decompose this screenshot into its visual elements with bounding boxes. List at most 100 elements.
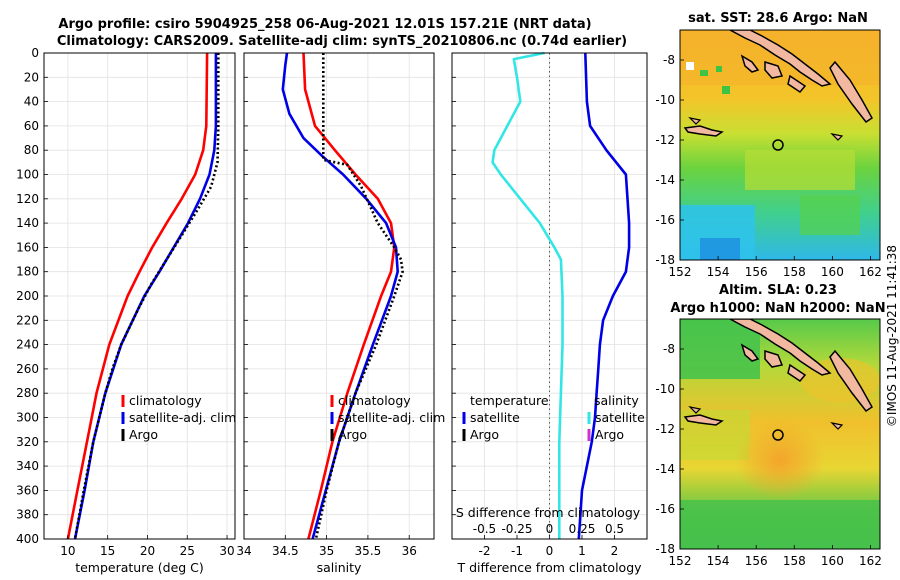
map2-title-line2: Argo h1000: NaN h2000: NaN [670,301,885,316]
legend-s-argo: Argo [595,427,624,442]
x-tick-label: 0 [546,544,554,558]
top-tick-label: 0.5 [605,522,624,536]
island-icon [740,343,760,362]
x-tick-label: 35 [319,544,334,558]
map-y-tick-label: -12 [655,133,675,147]
legend-satellite: satellite-adj. clim [338,410,445,425]
map-x-tick-label: 162 [859,554,882,568]
temperature-panel: 0 20 40 60 80 100 120 140 160 180 200 220 240 260 280 3… [16,46,236,575]
y-tick-label: 360 [16,483,39,497]
island-icon [729,319,832,376]
map-x-tick-label: 160 [821,265,844,279]
island-icon [764,349,784,368]
map-x-tick-label: 154 [707,265,730,279]
map-y-tick-label: -10 [655,93,675,107]
salinity-legend: climatology satellite-adj. clim Argo [330,393,445,442]
map-x-tick-label: 162 [859,265,882,279]
map-x-tick-label: 154 [707,554,730,568]
series-satellite-adj-clim [281,52,400,540]
map-x-tick-label: 152 [669,265,692,279]
y-tick-label: 240 [16,338,39,352]
top-tick-label: -0.5 [473,522,496,536]
island-icon [829,60,873,124]
island-icon [787,74,807,93]
legend-temperature-title: temperature [470,393,549,408]
map-y-tick-label: -8 [663,342,675,356]
y-tick-label: 260 [16,362,39,376]
y-tick-label: 0 [31,46,39,60]
argo-location-marker [772,139,784,151]
title-line2: Climatology: CARS2009. Satellite-adj cli… [57,34,627,49]
map-y-tick-label: -16 [655,213,675,227]
x-axis-label: salinity [317,560,362,575]
map-x-tick-label: 158 [783,554,806,568]
map-y-tick-label: -12 [655,422,675,436]
series-argo [73,53,220,540]
island-icon [830,422,844,430]
y-tick-label: 380 [16,508,39,522]
title-line1: Argo profile: csiro 5904925_258 06-Aug-2… [58,17,591,32]
x-tick-label: 35.5 [355,544,382,558]
series-t-satellite [577,52,631,540]
x-tick-label: 25 [180,544,195,558]
y-tick-label: 340 [16,459,39,473]
series-satellite-adj-clim [73,53,218,540]
island-icon [787,363,807,382]
map-y-tick-label: -16 [655,502,675,516]
y-tick-label: 40 [24,95,39,109]
island-icon [688,117,702,125]
y-tick-label: 180 [16,265,39,279]
map-y-tick-label: -8 [663,53,675,67]
x-axis-label: temperature (deg C) [75,560,204,575]
y-tick-label: 120 [16,192,39,206]
y-tick-label: 60 [24,119,39,133]
x-tick-label: 34 [236,544,251,558]
map-y-tick-label: -14 [655,173,675,187]
x-tick-label: 34.5 [272,544,299,558]
map1-title: sat. SST: 28.6 Argo: NaN [688,11,868,26]
x-tick-label: 1 [578,544,586,558]
legend-argo: Argo [338,427,367,442]
y-tick-label: 300 [16,411,39,425]
x-tick-label: 30 [219,544,234,558]
y-tick-label: 80 [24,143,39,157]
map-x-tick-label: 160 [821,554,844,568]
s-difference-label: S difference from climatology [456,505,641,520]
island-icon [688,406,702,414]
y-tick-label: 140 [16,216,39,230]
legend-salinity-title: salinity [594,393,639,408]
map-y-tick-label: -18 [655,253,675,267]
series-argo [314,53,404,540]
map-y-tick-label: -10 [655,382,675,396]
x-tick-label: -2 [479,544,491,558]
y-tick-label: 220 [16,313,39,327]
legend-t-argo: Argo [470,427,499,442]
difference-legend: temperature satellite Argo salinity sate… [456,393,645,520]
map2-title-line1: Altim. SLA: 0.23 [719,283,837,298]
x-axis-label: T difference from climatology [456,560,642,575]
temperature-legend: climatology satellite-adj. clim Argo [121,393,236,442]
legend-climatology: climatology [338,393,411,408]
map-y-tick-label: -14 [655,462,675,476]
map-y-tick-label: -18 [655,542,675,556]
difference-panel: -2 -1 0 1 2 T difference from climatology -0.5… [451,51,648,575]
island-icon [740,54,760,73]
island-icon [729,30,832,87]
island-icon [764,60,784,79]
imos-credit: ©IMOS 11-Aug-2021 11:41:38 [885,245,899,427]
legend-satellite: satellite-adj. clim [129,410,236,425]
y-tick-label: 160 [16,240,39,254]
top-tick-label: -0.25 [501,522,532,536]
x-tick-label: -1 [511,544,523,558]
series-climatology [66,52,209,540]
argo-location-marker [772,429,784,441]
top-tick-label: 0 [546,522,554,536]
island-icon [829,349,873,413]
island-icon [830,133,844,141]
series-s-satellite [491,51,564,539]
y-tick-label: 280 [16,386,39,400]
legend-argo: Argo [129,427,158,442]
map-x-tick-label: 152 [669,554,692,568]
x-tick-label: 10 [60,544,75,558]
